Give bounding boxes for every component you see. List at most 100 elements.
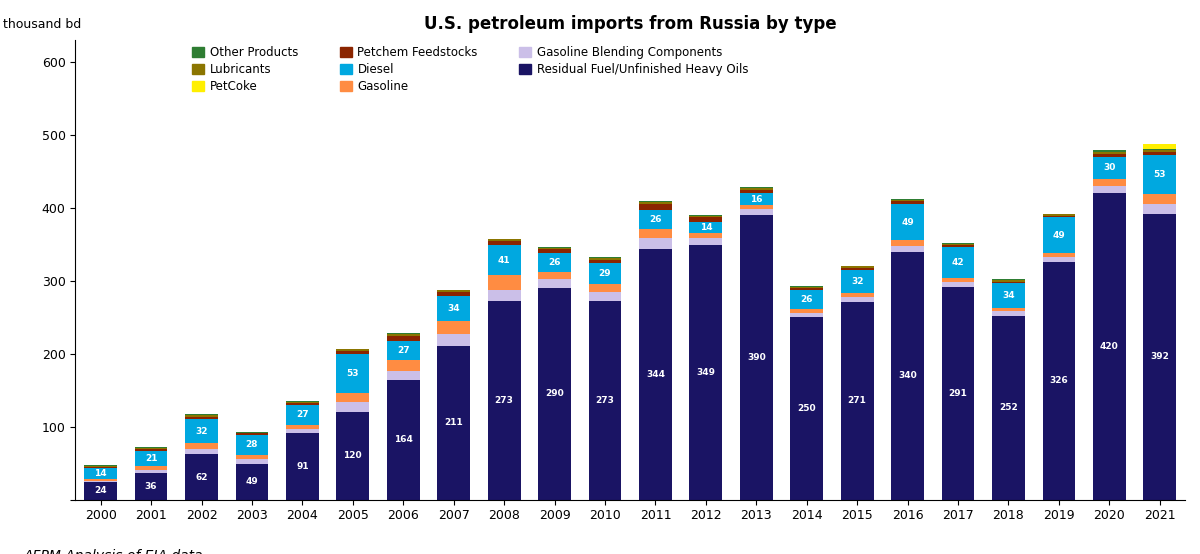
Bar (185, 419, 218, 443)
Bar (235, 459, 269, 464)
Text: 252: 252 (1000, 403, 1018, 412)
Bar (640, 238, 672, 249)
Bar (487, 275, 521, 290)
Text: 36: 36 (145, 482, 157, 491)
Bar (892, 240, 924, 246)
Bar (286, 433, 319, 500)
Bar (134, 466, 168, 470)
Bar (286, 429, 319, 433)
Bar (487, 245, 521, 275)
Bar (84, 481, 118, 482)
Bar (892, 252, 924, 500)
Bar (690, 215, 722, 216)
Text: 392: 392 (1151, 352, 1169, 361)
Bar (942, 245, 974, 247)
Bar (386, 360, 420, 371)
Bar (942, 288, 974, 500)
Text: 27: 27 (296, 410, 308, 419)
Text: 291: 291 (949, 389, 967, 398)
Bar (992, 308, 1025, 311)
Text: 26: 26 (800, 295, 812, 304)
Bar (841, 293, 874, 297)
Text: 62: 62 (196, 473, 208, 481)
Bar (286, 405, 319, 424)
Bar (589, 260, 622, 263)
Bar (386, 334, 420, 336)
Bar (589, 292, 622, 300)
Text: 53: 53 (347, 370, 359, 378)
Bar (336, 402, 370, 412)
Bar (1144, 149, 1176, 150)
Bar (185, 443, 218, 449)
Text: 16: 16 (750, 194, 762, 204)
Title: U.S. petroleum imports from Russia by type: U.S. petroleum imports from Russia by ty… (424, 15, 836, 33)
Text: 41: 41 (498, 255, 510, 265)
Bar (740, 205, 773, 209)
Text: 250: 250 (798, 404, 816, 413)
Text: 26: 26 (548, 258, 560, 267)
Bar (487, 240, 521, 245)
Bar (1093, 157, 1126, 179)
Bar (487, 300, 521, 500)
Text: thousand bd: thousand bd (4, 18, 82, 31)
Bar (185, 415, 218, 417)
Bar (841, 268, 874, 270)
Bar (235, 455, 269, 459)
Bar (437, 334, 470, 346)
Text: 21: 21 (145, 454, 157, 463)
Bar (942, 278, 974, 283)
Text: 42: 42 (952, 258, 965, 267)
Bar (690, 238, 722, 245)
Bar (640, 249, 672, 500)
Bar (992, 280, 1025, 281)
Bar (437, 292, 470, 296)
Bar (589, 284, 622, 292)
Bar (992, 281, 1025, 283)
Bar (286, 403, 319, 405)
Bar (134, 470, 168, 474)
Bar (286, 424, 319, 429)
Bar (336, 350, 370, 351)
Bar (740, 188, 773, 189)
Bar (286, 402, 319, 403)
Text: 164: 164 (394, 435, 413, 444)
Bar (134, 451, 168, 466)
Text: 53: 53 (1153, 170, 1166, 179)
Bar (235, 464, 269, 500)
Bar (892, 199, 924, 200)
Text: 28: 28 (246, 440, 258, 449)
Text: 340: 340 (899, 371, 917, 380)
Text: AFPM Analysis of EIA data: AFPM Analysis of EIA data (24, 548, 204, 554)
Bar (740, 193, 773, 205)
Bar (134, 474, 168, 500)
Bar (437, 321, 470, 334)
Bar (386, 336, 420, 341)
Bar (992, 283, 1025, 308)
Bar (791, 317, 823, 500)
Bar (841, 297, 874, 302)
Bar (1043, 262, 1075, 500)
Text: 32: 32 (851, 277, 864, 286)
Text: 273: 273 (494, 396, 514, 404)
Bar (740, 189, 773, 193)
Text: 30: 30 (1103, 163, 1116, 172)
Bar (589, 258, 622, 260)
Bar (1144, 214, 1176, 500)
Bar (640, 229, 672, 238)
Bar (185, 454, 218, 500)
Bar (185, 417, 218, 419)
Bar (134, 447, 168, 448)
Text: 34: 34 (448, 304, 460, 313)
Text: 211: 211 (444, 418, 463, 427)
Text: 326: 326 (1050, 376, 1068, 385)
Bar (235, 435, 269, 455)
Bar (336, 355, 370, 393)
Bar (1144, 143, 1176, 149)
Bar (1043, 216, 1075, 217)
Bar (487, 290, 521, 300)
Bar (1093, 154, 1126, 157)
Bar (992, 279, 1025, 280)
Bar (134, 449, 168, 451)
Text: 27: 27 (397, 346, 409, 355)
Text: 49: 49 (246, 478, 258, 486)
